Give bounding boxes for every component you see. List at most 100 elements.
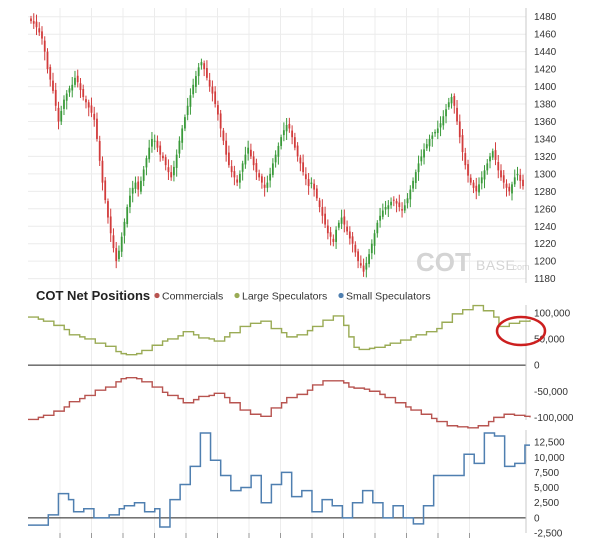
- candle: [178, 136, 181, 158]
- candle: [167, 159, 170, 180]
- price-tick-label: 1300: [534, 169, 557, 180]
- price-tick-label: 1440: [534, 47, 557, 58]
- candle: [453, 93, 456, 114]
- candle: [60, 105, 63, 125]
- candle: [423, 143, 425, 165]
- candle: [282, 122, 285, 142]
- watermark-suffix: .com: [510, 262, 530, 272]
- candle: [310, 177, 313, 189]
- candle: [469, 174, 472, 186]
- price-tick-label: 1480: [534, 12, 557, 23]
- candle: [173, 160, 175, 182]
- price-tick-label: 1380: [534, 100, 557, 111]
- candle: [324, 206, 327, 228]
- candle: [307, 173, 310, 195]
- candle: [260, 173, 263, 189]
- candle: [486, 159, 489, 175]
- candle: [211, 80, 214, 102]
- candle: [318, 197, 321, 213]
- candle: [346, 220, 348, 235]
- small-spec-tick-label: 7,500: [534, 468, 559, 479]
- candle: [343, 209, 346, 233]
- candle: [447, 97, 450, 110]
- candle: [43, 36, 46, 61]
- candle: [126, 204, 129, 228]
- candle: [142, 166, 145, 187]
- netpos-tick-label: 100,000: [534, 308, 571, 319]
- watermark-sub: BASE: [476, 257, 515, 273]
- candle: [101, 156, 104, 191]
- candle: [500, 164, 502, 181]
- candle: [197, 63, 200, 85]
- candle: [79, 78, 82, 98]
- candle: [49, 64, 52, 87]
- candle: [409, 185, 412, 208]
- candle: [412, 177, 414, 193]
- candle: [175, 149, 178, 177]
- candle: [271, 158, 274, 178]
- series-large-speculators: [28, 304, 531, 356]
- candle: [373, 229, 376, 255]
- candle: [208, 72, 211, 92]
- candle: [354, 241, 357, 257]
- price-tick-label: 1460: [534, 30, 557, 41]
- candle: [480, 171, 483, 190]
- candle: [244, 146, 247, 169]
- legend-small-speculators: Small Speculators: [346, 291, 431, 303]
- candle: [335, 226, 337, 249]
- candle: [414, 169, 417, 190]
- candle: [417, 155, 420, 181]
- candle: [186, 97, 189, 121]
- candle: [450, 93, 453, 109]
- price-tick-label: 1400: [534, 82, 557, 93]
- candle: [368, 248, 370, 268]
- candle: [109, 208, 112, 242]
- candle: [508, 183, 511, 196]
- candle: [395, 198, 398, 213]
- price-axis-ticks: 1480 1460 1440 1420 1400 1380 1360 1340 1320 1300…: [525, 8, 557, 285]
- grid-layer: [28, 8, 526, 538]
- candle: [299, 154, 302, 172]
- candle: [162, 152, 164, 161]
- candle: [351, 232, 354, 253]
- candle: [63, 95, 65, 116]
- candle: [255, 158, 258, 180]
- candle: [145, 155, 148, 176]
- candle: [329, 226, 332, 246]
- candle: [483, 165, 486, 189]
- price-tick-label: 1260: [534, 204, 557, 215]
- candle: [82, 84, 85, 101]
- candle: [398, 194, 401, 212]
- candle: [230, 160, 233, 178]
- candle: [252, 151, 255, 171]
- candle: [502, 170, 505, 189]
- price-tick-label: 1280: [534, 187, 557, 198]
- candle: [112, 228, 115, 253]
- candle: [472, 179, 475, 194]
- candle: [403, 199, 406, 214]
- candle: [491, 148, 494, 161]
- candle: [76, 69, 79, 88]
- candle: [219, 109, 222, 138]
- candle: [467, 159, 469, 183]
- candle: [233, 165, 236, 186]
- candle: [120, 232, 123, 257]
- candle: [296, 142, 299, 162]
- candle: [137, 176, 140, 197]
- candle: [381, 203, 384, 220]
- watermark-main: COT: [416, 247, 471, 277]
- price-tick-label: 1340: [534, 134, 557, 145]
- candle: [159, 141, 162, 162]
- price-candles: [30, 13, 524, 278]
- net-positions-panel: 100,000 50,000 0 -50,000 -100,000: [28, 304, 574, 429]
- legend-title: COT Net Positions: [36, 288, 150, 303]
- candle: [148, 139, 151, 163]
- candle: [87, 99, 90, 117]
- legend-large-speculators: Large Speculators: [242, 291, 327, 303]
- small-spec-tick-label: 10,000: [534, 453, 565, 464]
- candle: [401, 202, 403, 218]
- candle: [151, 131, 153, 153]
- netpos-tick-label: -100,000: [534, 413, 574, 424]
- candle: [104, 177, 107, 204]
